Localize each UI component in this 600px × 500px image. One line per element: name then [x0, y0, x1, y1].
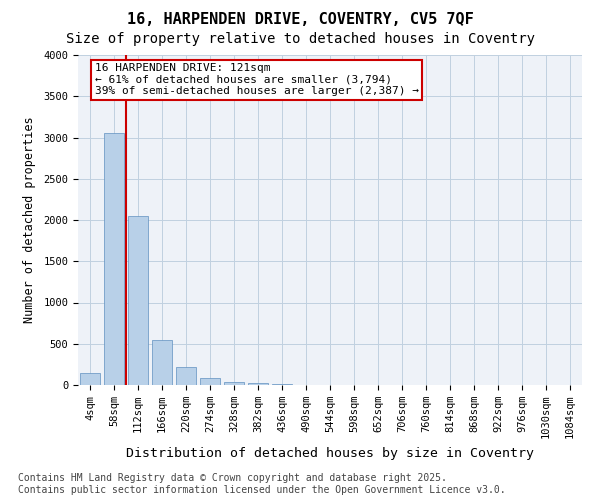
- Bar: [200, 378, 220, 385]
- Y-axis label: Number of detached properties: Number of detached properties: [23, 116, 37, 324]
- Text: Contains HM Land Registry data © Crown copyright and database right 2025.
Contai: Contains HM Land Registry data © Crown c…: [18, 474, 506, 495]
- Text: 16 HARPENDEN DRIVE: 121sqm
← 61% of detached houses are smaller (3,794)
39% of s: 16 HARPENDEN DRIVE: 121sqm ← 61% of deta…: [95, 63, 419, 96]
- Bar: [104, 134, 124, 385]
- Bar: [128, 216, 148, 385]
- Bar: [272, 384, 292, 385]
- X-axis label: Distribution of detached houses by size in Coventry: Distribution of detached houses by size …: [126, 447, 534, 460]
- Bar: [80, 372, 100, 385]
- Bar: [176, 367, 196, 385]
- Text: 16, HARPENDEN DRIVE, COVENTRY, CV5 7QF: 16, HARPENDEN DRIVE, COVENTRY, CV5 7QF: [127, 12, 473, 28]
- Bar: [224, 382, 244, 385]
- Text: Size of property relative to detached houses in Coventry: Size of property relative to detached ho…: [65, 32, 535, 46]
- Bar: [248, 384, 268, 385]
- Bar: [152, 340, 172, 385]
